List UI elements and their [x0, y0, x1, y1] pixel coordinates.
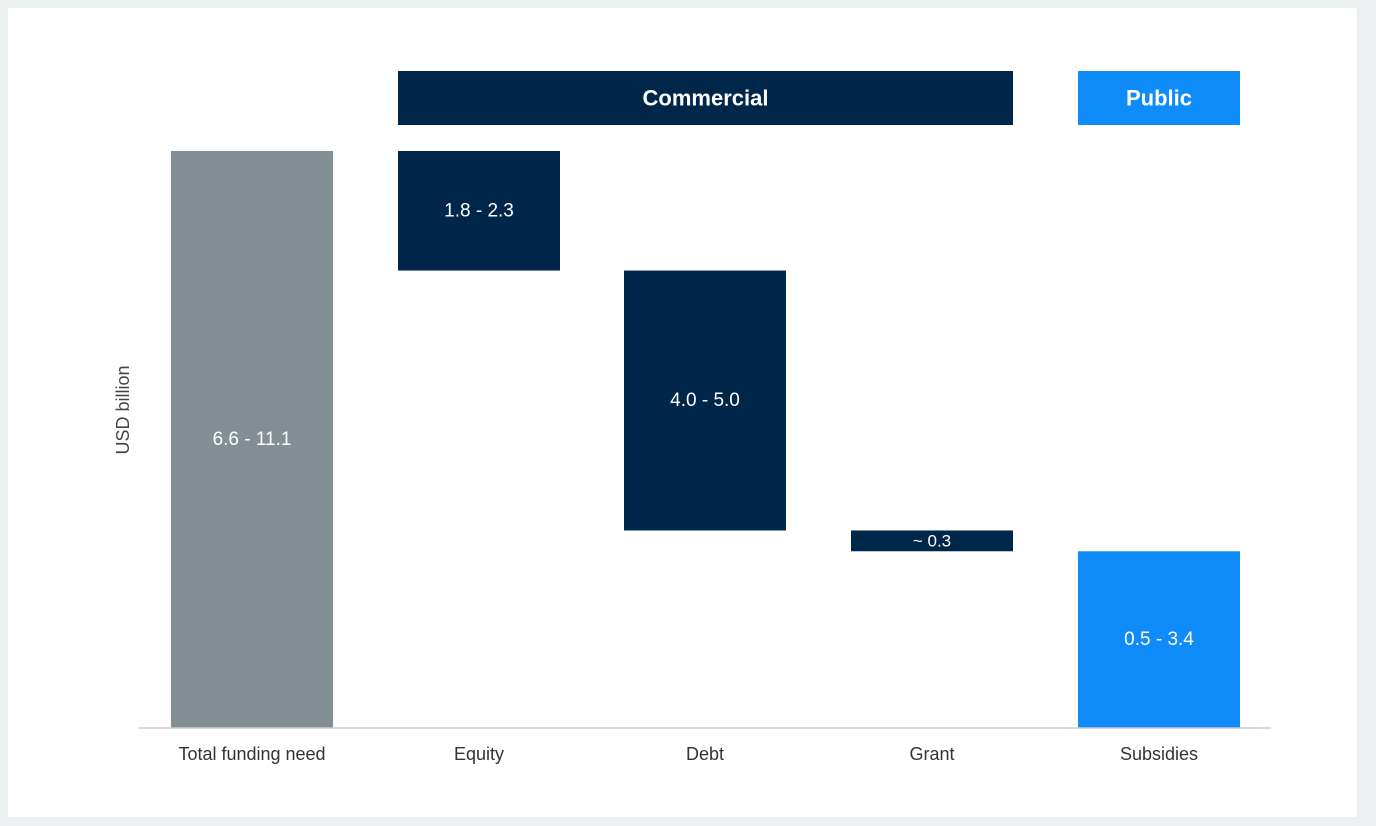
x-tick-label-debt: Debt	[686, 744, 724, 764]
chart-panel: USD billion Commercial Public 6.6 - 11.1 1…	[8, 8, 1357, 817]
group-header-label-public: Public	[1126, 86, 1192, 111]
bars	[171, 151, 1240, 728]
bar-value-label-debt: 4.0 - 5.0	[670, 390, 740, 411]
group-headers: Commercial Public	[398, 71, 1240, 125]
bar-total-funding-need	[171, 151, 333, 728]
bar-value-label-equity: 1.8 - 2.3	[444, 200, 514, 221]
x-tick-label-grant: Grant	[909, 744, 954, 764]
x-tick-label-total-funding-need: Total funding need	[178, 744, 325, 764]
category-labels: Total funding need Equity Debt Grant Subsidi…	[178, 744, 1198, 764]
x-tick-label-subsidies: Subsidies	[1120, 744, 1198, 764]
waterfall-chart: USD billion Commercial Public 6.6 - 11.1 1…	[113, 71, 1271, 764]
y-axis-title: USD billion	[113, 365, 133, 454]
bar-value-label-total-funding-need: 6.6 - 11.1	[213, 429, 292, 450]
bar-value-label-grant: ~ 0.3	[913, 531, 951, 550]
bar-subsidies	[1078, 551, 1240, 728]
bar-value-labels: 6.6 - 11.1 1.8 - 2.3 4.0 - 5.0 ~ 0.3 0.5 - 3…	[213, 200, 1195, 650]
group-header-public	[1078, 71, 1240, 125]
bar-grant	[851, 530, 1013, 552]
bar-equity	[398, 151, 560, 271]
bar-debt	[624, 270, 786, 531]
x-tick-label-equity: Equity	[454, 744, 504, 764]
bar-value-label-subsidies: 0.5 - 3.4	[1124, 629, 1194, 650]
group-header-commercial	[398, 71, 1013, 125]
group-header-label-commercial: Commercial	[643, 86, 769, 111]
